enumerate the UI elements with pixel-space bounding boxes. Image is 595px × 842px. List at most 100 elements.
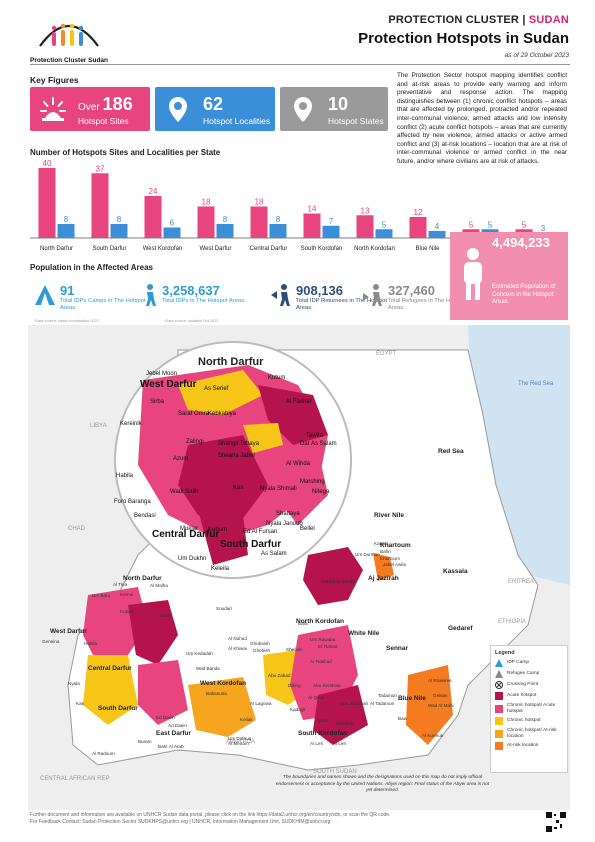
inset-place-label: Kubum — [208, 527, 227, 533]
chart-data-label: 7 — [329, 217, 334, 226]
place-label: Khartoum — [380, 556, 400, 561]
chart-bar — [216, 224, 234, 238]
inset-place-label: As Serief — [204, 386, 229, 392]
hotspot-area — [303, 547, 363, 605]
place-label: Babanusa — [206, 691, 227, 696]
inset-hotspot-area — [278, 450, 328, 525]
legend-row: IDP Camp — [495, 659, 563, 667]
date-stamp: as of 29 October 2023 — [504, 52, 569, 59]
state-label: East Darfur — [156, 730, 192, 737]
key-figure-prefix: Over — [78, 102, 100, 113]
population-label: Total IDPs in The Hotspot Areas. — [162, 298, 246, 304]
chart-category-label: South Kordofan — [301, 246, 343, 252]
country-label: Abyei PCA — [226, 739, 255, 745]
chart-data-label: 18 — [202, 198, 211, 207]
inset-place-label: Kas — [233, 485, 243, 491]
qr-code[interactable] — [545, 811, 567, 833]
legend-row: Chronic hotspot — [495, 717, 563, 725]
place-label: Al Quoz — [308, 695, 325, 700]
red-sea — [468, 325, 570, 585]
place-label: Abu Jubaihah — [340, 701, 369, 706]
hotspot-area — [188, 677, 256, 737]
hotspot-area — [138, 660, 188, 725]
place-label: Al Tadamon — [370, 701, 395, 706]
legend-label: Chronic hotspot/ Acute hotspot — [507, 703, 556, 714]
chart-bar — [250, 206, 268, 238]
population-of-concern-label: Estimated Population of Concern in the H… — [492, 284, 556, 305]
key-figure-value: 10 — [328, 94, 349, 114]
chart-category-label: Blue Nile — [415, 246, 440, 252]
country-label: LIBYA — [90, 423, 107, 429]
person-walking-icon — [146, 284, 156, 306]
place-label: Baw — [398, 716, 408, 721]
sudan-hotspot-map: North Darfur Jebel Moon West Darfur Sirba As… — [28, 325, 570, 810]
chart-bar — [197, 206, 215, 238]
population-value: 91 — [60, 283, 75, 298]
inset-place-label: Foro Baranga — [114, 499, 151, 505]
returnee-icon — [271, 284, 290, 306]
cluster-name: PROTECTION CLUSTER | — [388, 14, 529, 26]
place-label: Al Radoum — [92, 751, 115, 756]
population-label: Total Refugees in The Hotspot Areas. — [388, 298, 466, 311]
inset-place-label: Al Wihda — [286, 461, 311, 467]
inset-place-label: Central Darfur — [152, 529, 219, 540]
place-label: Mellit — [160, 613, 171, 618]
place-label: Jabel Awila — [383, 562, 406, 567]
inset-place-label: Zalingi — [186, 439, 204, 445]
inset-place-label: Nyala Shimali — [260, 486, 297, 492]
place-label: Ad Daein — [168, 723, 187, 728]
page-title: Protection Hotspots in Sudan — [358, 30, 569, 47]
chart-category-label: West Darfur — [200, 246, 232, 252]
state-label: Khartoum — [380, 542, 411, 549]
legend-swatch — [495, 704, 503, 713]
chart-data-label: 40 — [43, 159, 52, 168]
place-label: Kernoi — [120, 592, 133, 597]
chart-bar — [375, 229, 393, 238]
footer-info-line: Further document and information are ava… — [30, 812, 391, 818]
chart-data-label: 3 — [541, 224, 546, 233]
population-value: 908,136 — [296, 283, 343, 298]
inset-place-label: Azum — [173, 456, 188, 462]
legend-swatch — [495, 742, 503, 750]
cluster-title: PROTECTION CLUSTER | SUDAN — [388, 14, 569, 26]
place-label: Um Kedadah — [186, 651, 213, 656]
place-label: Um Dafouq — [228, 736, 252, 741]
place-label: Abu Zabad — [268, 673, 291, 678]
inset-place-label: South Darfur — [220, 539, 281, 550]
hotspot-area — [406, 665, 453, 745]
inset-place-label: Mukjar — [180, 526, 198, 532]
chart-category-label: North Kordofan — [354, 246, 395, 252]
population-note: *Data source: camp coordination 2023 — [34, 319, 99, 323]
map-disclaimer: The boundaries and names shown and the d… — [275, 775, 490, 793]
state-label: Aj Jazirah — [368, 575, 399, 582]
place-label: Keilak — [240, 717, 253, 722]
place-label: Um Durman — [355, 552, 380, 557]
place-label: Geisan — [433, 693, 448, 698]
state-label: North Kordofan — [296, 618, 344, 625]
hotspot-area — [313, 685, 368, 745]
chart-bar — [303, 213, 321, 238]
inset-place-label: Wadi Salih — [170, 489, 198, 495]
place-label: Al Khiwai — [228, 646, 247, 651]
place-label: Ed Daein — [156, 715, 175, 720]
legend-swatch — [495, 717, 503, 725]
location-pin-icon — [169, 97, 187, 122]
place-label: Geneina — [42, 639, 60, 644]
place-label: Al Meiram — [228, 741, 249, 746]
inset-hotspot-area — [178, 435, 268, 525]
chart-bar — [409, 217, 427, 238]
inset-place-label: Um Dukhn — [178, 556, 206, 562]
chart-bar — [356, 215, 374, 238]
place-label: Abu Kershola — [313, 683, 341, 688]
legend-row: At-risk location — [495, 742, 563, 750]
place-label: Dilling — [288, 683, 301, 688]
inset-place-label: Kebkabiya — [208, 411, 237, 417]
inset-title: North Darfur — [198, 356, 264, 368]
tent-icon — [35, 285, 55, 305]
legend-label: At-risk location — [507, 743, 539, 749]
chart-data-label: 8 — [64, 215, 69, 224]
chart-data-label: 6 — [170, 219, 175, 228]
place-label: Wad Al Mahi — [428, 703, 454, 708]
hotspot-area — [128, 600, 178, 665]
inset-place-label: Habila — [116, 473, 134, 479]
